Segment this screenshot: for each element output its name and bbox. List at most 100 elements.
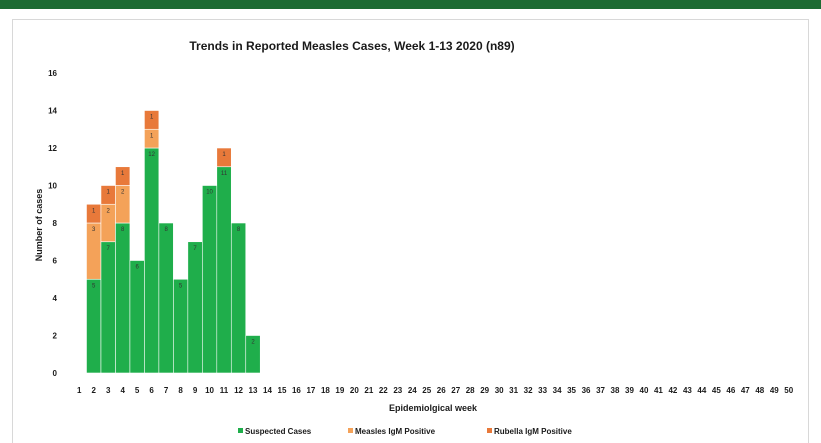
bar-segment: [158, 222, 174, 374]
x-tick-label: 45: [712, 386, 721, 395]
x-tick-label: 40: [640, 386, 649, 395]
x-tick-label: 27: [451, 386, 460, 395]
bar-value-label: 12: [148, 152, 155, 158]
y-tick-label: 6: [53, 257, 58, 266]
bar-segment: [173, 278, 189, 374]
legend-label: Rubella IgM Positive: [494, 427, 572, 436]
x-tick-label: 47: [741, 386, 750, 395]
y-axis-label: Number of cases: [34, 189, 44, 262]
x-tick-label: 39: [625, 386, 634, 395]
x-tick-label: 33: [538, 386, 547, 395]
x-tick-label: 17: [306, 386, 315, 395]
bar-value-label: 2: [107, 208, 111, 214]
bar-segments: [86, 110, 261, 374]
x-tick-label: 9: [193, 386, 198, 395]
x-axis-label: Epidemiolgical week: [389, 403, 478, 413]
legend-swatch: [348, 428, 353, 433]
x-tick-label: 2: [91, 386, 96, 395]
x-tick-label: 38: [611, 386, 620, 395]
x-tick-label: 34: [553, 386, 562, 395]
bar-value-label: 8: [164, 227, 168, 233]
bar-segment: [115, 222, 131, 374]
chart-title: Trends in Reported Measles Cases, Week 1…: [189, 39, 514, 53]
legend-label: Measles IgM Positive: [355, 427, 436, 436]
bar-value-label: 5: [92, 283, 96, 289]
y-tick-label: 16: [48, 69, 57, 78]
legend-label: Suspected Cases: [245, 427, 312, 436]
bar-value-label: 1: [92, 208, 96, 214]
bar-value-label: 1: [150, 133, 154, 139]
y-tick-label: 2: [53, 332, 58, 341]
x-tick-label: 5: [135, 386, 140, 395]
x-tick-label: 44: [697, 386, 706, 395]
bar-value-label: 1: [121, 171, 125, 177]
x-tick-label: 11: [220, 386, 229, 395]
legend-swatch: [487, 428, 492, 433]
bar-segment: [216, 147, 232, 168]
x-tick-label: 12: [234, 386, 243, 395]
bar-segment: [202, 185, 218, 374]
bar-segment: [144, 147, 160, 374]
bar-segment: [129, 260, 145, 374]
y-tick-label: 10: [48, 182, 57, 191]
x-tick-label: 15: [278, 386, 287, 395]
bar-segment: [115, 166, 131, 186]
x-tick-label: 29: [480, 386, 489, 395]
legend-swatch: [238, 428, 243, 433]
bar-value-label: 1: [150, 115, 154, 121]
x-tick-label: 18: [321, 386, 330, 395]
x-tick-label: 48: [755, 386, 764, 395]
bar-value-label: 2: [121, 190, 125, 196]
x-tick-label: 36: [582, 386, 591, 395]
x-tick-label: 6: [149, 386, 154, 395]
x-tick-label: 49: [770, 386, 779, 395]
x-tick-label: 1: [77, 386, 82, 395]
x-tick-label: 41: [654, 386, 663, 395]
x-tick-label: 24: [408, 386, 417, 395]
y-tick-label: 12: [48, 144, 57, 153]
x-tick-label: 21: [364, 386, 373, 395]
header-band: [0, 0, 821, 9]
bar-segment: [230, 222, 247, 374]
y-tick-label: 14: [48, 107, 57, 116]
x-tick-label: 35: [567, 386, 576, 395]
bar-segment: [245, 335, 261, 374]
x-tick-label: 16: [292, 386, 301, 395]
x-tick-label: 28: [466, 386, 475, 395]
x-tick-label: 37: [596, 386, 605, 395]
x-tick-labels: 1 2 3 4 5 6 7 8 9 10 11 12 13 14 15 16 17 18 19 20 21 22 23 24 2…: [77, 386, 794, 395]
chart-frame: [12, 19, 809, 443]
x-tick-label: 32: [524, 386, 533, 395]
bar-value-label: 1: [107, 190, 111, 196]
x-tick-label: 25: [422, 386, 431, 395]
y-tick-label: 4: [53, 294, 58, 303]
bar-value-label: 2: [251, 340, 255, 346]
x-tick-label: 8: [178, 386, 183, 395]
legend: Suspected Cases Measles IgM Positive Rubel…: [238, 427, 572, 436]
bar-value-label: 3: [92, 227, 96, 233]
x-tick-label: 20: [350, 386, 359, 395]
x-tick-label: 10: [205, 386, 214, 395]
x-tick-label: 46: [726, 386, 735, 395]
bar-value-label: 7: [193, 246, 197, 252]
bar-segment: [216, 166, 232, 374]
x-tick-label: 4: [120, 386, 125, 395]
x-tick-label: 7: [164, 386, 169, 395]
bar-value-label: 11: [221, 171, 228, 177]
bar-value-label: 7: [107, 246, 111, 252]
x-tick-label: 30: [495, 386, 504, 395]
x-tick-label: 14: [263, 386, 272, 395]
x-tick-label: 13: [249, 386, 258, 395]
y-tick-labels: 0 2 4 6 8 10 12 14 16: [48, 69, 57, 378]
bar-segment: [100, 241, 116, 374]
bar-segment: [86, 278, 102, 374]
y-tick-label: 0: [53, 369, 58, 378]
x-tick-label: 23: [393, 386, 402, 395]
x-tick-label: 22: [379, 386, 388, 395]
x-tick-label: 31: [509, 386, 518, 395]
x-tick-label: 3: [106, 386, 111, 395]
x-tick-label: 43: [683, 386, 692, 395]
